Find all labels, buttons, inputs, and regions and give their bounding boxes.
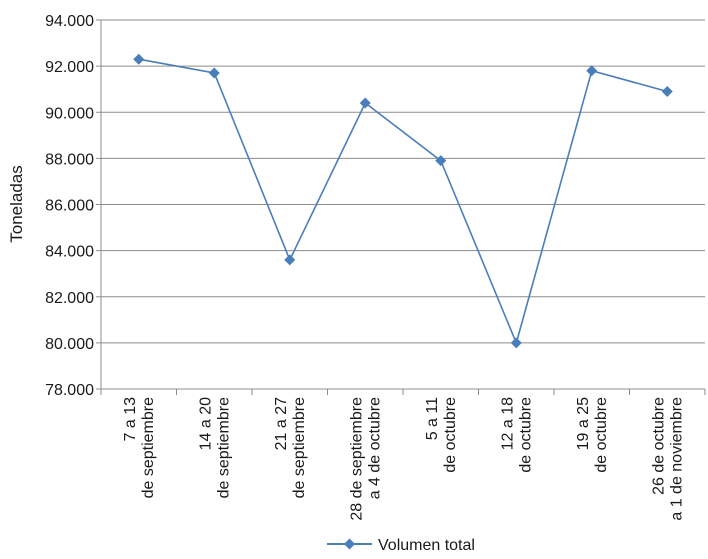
y-tick-label: 86.000 bbox=[45, 198, 94, 215]
y-tick-label: 84.000 bbox=[45, 244, 94, 261]
x-tick-label: 28 de septiembre a 4 de octubre bbox=[348, 397, 383, 521]
x-tick-label-line: 12 a 18 bbox=[499, 397, 516, 450]
series-line bbox=[138, 58, 668, 346]
x-tick-label: 12 a 18 de octubre bbox=[499, 397, 534, 473]
x-tick-label-line: 21 a 27 bbox=[273, 397, 290, 450]
x-tick-label-line: 19 a 25 bbox=[575, 397, 592, 450]
data-point bbox=[133, 53, 145, 65]
x-tick-label-line: a 4 de octubre bbox=[366, 397, 383, 499]
x-tick-label-line: 5 a 11 bbox=[424, 397, 441, 440]
x-tick-label: 5 a 11 de octubre bbox=[424, 397, 459, 473]
x-tick-label-line: 14 a 20 bbox=[197, 397, 214, 450]
y-tick-label: 90.000 bbox=[45, 105, 94, 122]
data-point bbox=[359, 97, 371, 109]
x-tick-label-line: de septiembre bbox=[291, 397, 308, 498]
series bbox=[133, 53, 673, 349]
data-point bbox=[435, 155, 447, 167]
x-tick-label-line: de octubre bbox=[442, 397, 459, 473]
y-tick-label: 78.000 bbox=[45, 382, 94, 399]
data-point bbox=[208, 67, 220, 79]
y-tick-label: 94.000 bbox=[45, 13, 94, 30]
data-point bbox=[284, 254, 296, 266]
x-tick-label-line: de septiembre bbox=[215, 397, 232, 498]
x-tick-label-line: de octubre bbox=[593, 397, 610, 473]
y-tick-label: 80.000 bbox=[45, 336, 94, 353]
x-tick-labels: 7 a 13 de septiembre 14 a 20 de septiembre 2… bbox=[122, 397, 686, 521]
x-tick-label: 26 de octubre a 1 de noviembre bbox=[650, 397, 685, 521]
x-tick-label: 19 a 25 de octubre bbox=[575, 397, 610, 473]
x-tick-label-line: a 1 de noviembre bbox=[668, 397, 685, 521]
x-tick-label: 21 a 27 de septiembre bbox=[273, 397, 308, 498]
legend-swatch-marker bbox=[344, 538, 355, 550]
y-tick-label: 92.000 bbox=[45, 59, 94, 76]
x-tick-label: 14 a 20 de septiembre bbox=[197, 397, 232, 498]
x-tick-label-line: 7 a 13 bbox=[122, 397, 139, 442]
gridlines bbox=[101, 19, 705, 344]
x-tick-label-line: 28 de septiembre bbox=[348, 397, 365, 521]
legend-label: Volumen total bbox=[378, 537, 475, 554]
x-tick-label-line: de septiembre bbox=[140, 397, 157, 498]
x-tick-label-line: de octubre bbox=[517, 397, 534, 473]
data-point bbox=[510, 337, 522, 349]
data-point bbox=[586, 65, 598, 77]
y-tick-labels: 78.000 80.000 82.000 84.000 86.000 88.000 90.0… bbox=[45, 13, 94, 399]
data-point bbox=[661, 85, 673, 97]
legend: Volumen total bbox=[327, 537, 475, 554]
y-tick-label: 82.000 bbox=[45, 290, 94, 307]
x-tick-label-line: 26 de octubre bbox=[650, 397, 667, 495]
y-tick-label: 88.000 bbox=[45, 151, 94, 168]
y-axis-label: Toneladas bbox=[7, 165, 26, 243]
axes bbox=[96, 19, 706, 395]
x-tick-label: 7 a 13 de septiembre bbox=[122, 397, 157, 498]
